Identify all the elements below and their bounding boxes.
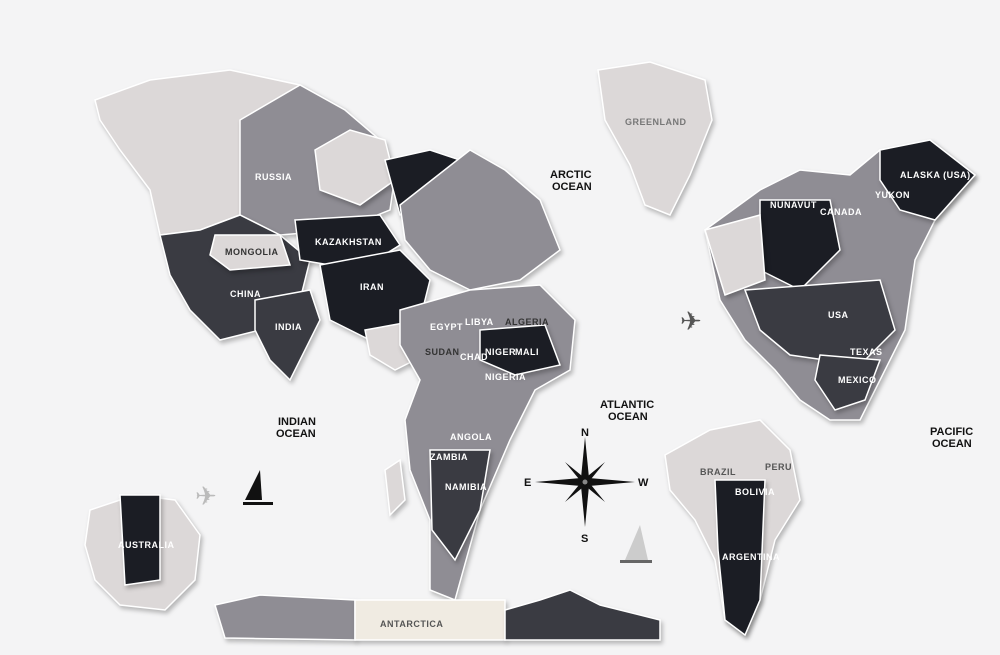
label-texas: TEXAS [850, 347, 883, 357]
label-indian-ocean-1: INDIAN [278, 416, 316, 428]
mongolia-region [209, 234, 292, 271]
madagascar [384, 458, 406, 517]
label-nigeria: NIGERIA [485, 372, 526, 382]
label-china: CHINA [230, 289, 261, 299]
label-yukon: YUKON [875, 190, 910, 200]
canada-light [704, 214, 766, 296]
label-arctic-ocean-2: OCEAN [552, 181, 592, 193]
antarctica-left [214, 594, 356, 641]
label-alaska: ALASKA (USA) [900, 170, 971, 180]
label-bolivia: BOLIVIA [735, 487, 775, 497]
label-zambia: ZAMBIA [430, 452, 468, 462]
label-brazil: BRAZIL [700, 467, 736, 477]
alaska [879, 139, 977, 221]
label-canada: CANADA [820, 207, 862, 217]
south-america [664, 419, 801, 637]
label-antarctica: ANTARCTICA [380, 619, 443, 629]
label-mongolia: MONGOLIA [225, 247, 279, 257]
compass-w: W [638, 477, 649, 489]
label-arctic-ocean-1: ARCTIC [550, 169, 592, 181]
label-atlantic-ocean-1: ATLANTIC [600, 399, 654, 411]
africa-north-dark [479, 324, 562, 376]
sailboat-icon [243, 470, 273, 505]
antarctica [214, 589, 661, 641]
australia-dark [119, 494, 161, 586]
label-libya: LIBYA [465, 317, 494, 327]
label-iran: IRAN [360, 282, 384, 292]
africa-south-dark [429, 449, 491, 562]
label-kazakhstan: KAZAKHSTAN [315, 237, 382, 247]
label-nunavut: NUNAVUT [770, 200, 817, 210]
india-region [254, 289, 321, 382]
compass-n: N [581, 427, 589, 439]
label-angola: ANGOLA [450, 432, 492, 442]
antarctica-right [504, 589, 661, 641]
australia [84, 494, 201, 611]
label-mali: MALI [515, 347, 539, 357]
compass-s: S [581, 533, 588, 545]
compass-e: E [524, 477, 531, 489]
label-indian-ocean-2: OCEAN [276, 428, 316, 440]
label-russia: RUSSIA [255, 172, 292, 182]
label-namibia: NAMIBIA [445, 482, 487, 492]
label-egypt: EGYPT [430, 322, 463, 332]
label-pacific-ocean-2: OCEAN [932, 438, 972, 450]
label-peru: PERU [765, 462, 792, 472]
label-greenland: GREENLAND [625, 117, 687, 127]
airplane-icon: ✈ [680, 306, 702, 336]
argentina [714, 479, 766, 637]
north-america [704, 139, 977, 421]
label-usa: USA [828, 310, 849, 320]
label-pacific-ocean-1: PACIFIC [930, 426, 973, 438]
label-atlantic-ocean-2: OCEAN [608, 411, 648, 423]
label-algeria: ALGERIA [505, 317, 549, 327]
airplane-icon: ✈ [195, 481, 217, 511]
mexico [814, 354, 882, 411]
label-india: INDIA [275, 322, 302, 332]
greenland [597, 61, 713, 216]
label-chad: CHAD [460, 352, 488, 362]
label-niger: NIGER [485, 347, 516, 357]
label-mexico: MEXICO [838, 375, 877, 385]
africa [384, 284, 576, 602]
label-sudan: SUDAN [425, 347, 460, 357]
sailboat-icon [620, 525, 652, 563]
europe [399, 149, 561, 291]
label-australia: AUSTRALIA [118, 540, 175, 550]
compass-rose [535, 437, 635, 527]
label-argentina: ARGENTINA [722, 552, 780, 562]
